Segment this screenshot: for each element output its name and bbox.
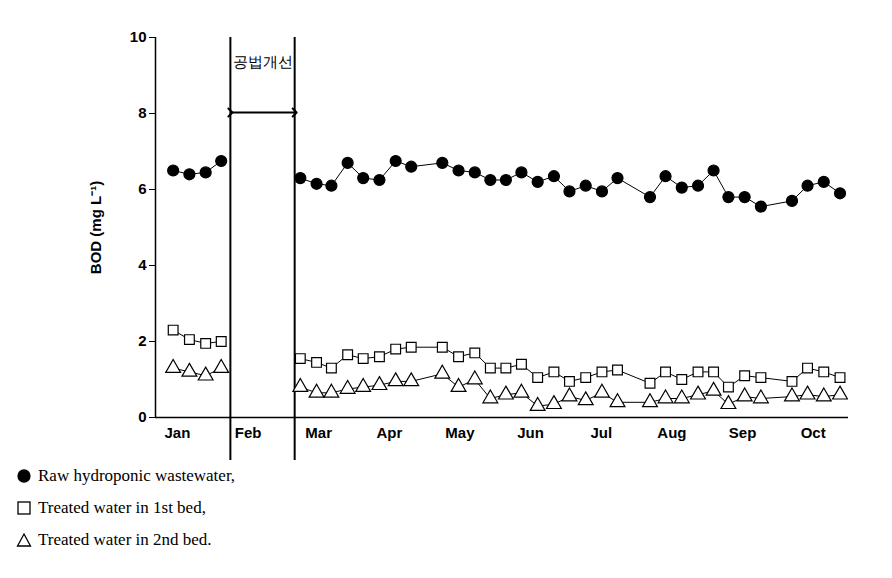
svg-text:10: 10	[130, 28, 147, 45]
html-text:Treated water in 1st bed,: Treated water in 1st bed,	[38, 498, 206, 517]
svg-text:Feb: Feb	[235, 424, 262, 441]
svg-text:0: 0	[138, 408, 146, 425]
svg-text:8: 8	[138, 104, 146, 121]
svg-text:4: 4	[138, 256, 147, 273]
svg-text:Sep: Sep	[729, 424, 757, 441]
html-text:Raw hydroponic wastewater,: Raw hydroponic wastewater,	[38, 466, 236, 485]
html-text:Treated water in 2nd bed.: Treated water in 2nd bed.	[38, 530, 212, 549]
svg-text:Aug: Aug	[657, 424, 686, 441]
svg-text:Apr: Apr	[376, 424, 402, 441]
svg-text:Oct: Oct	[801, 424, 826, 441]
svg-text:공법개선: 공법개선	[233, 53, 293, 71]
svg-text:BOD (mg L⁻¹): BOD (mg L⁻¹)	[87, 181, 104, 274]
svg-text:6: 6	[138, 180, 146, 197]
svg-text:Jan: Jan	[164, 424, 190, 441]
svg-text:Jun: Jun	[517, 424, 544, 441]
svg-text:Mar: Mar	[305, 424, 332, 441]
svg-text:Jul: Jul	[590, 424, 612, 441]
svg-text:May: May	[445, 424, 475, 441]
svg-text:2: 2	[138, 332, 146, 349]
